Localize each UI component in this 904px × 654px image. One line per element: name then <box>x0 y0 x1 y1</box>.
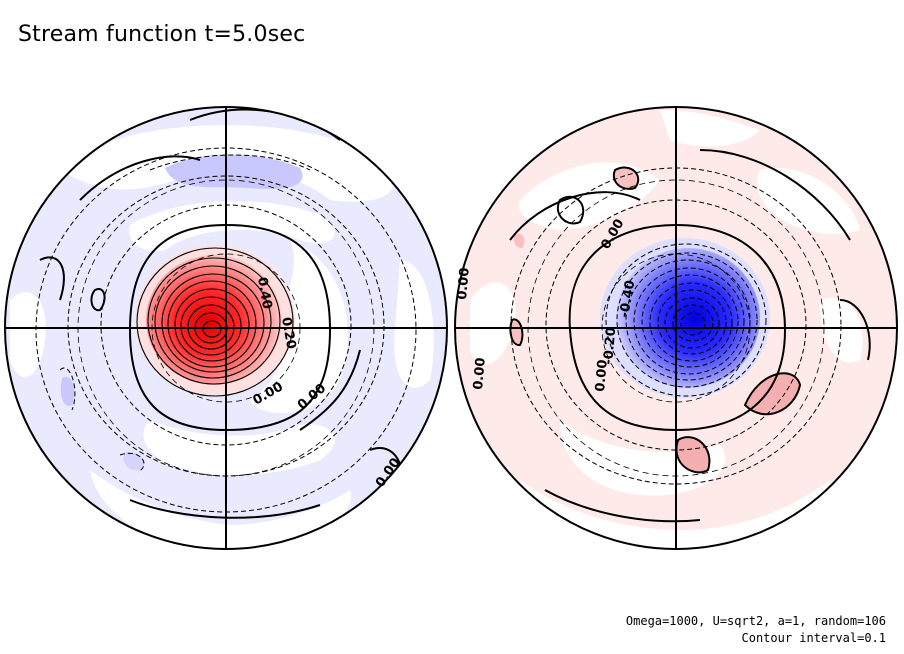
left-negative-patch <box>165 154 303 190</box>
right-zero-contours <box>509 149 871 523</box>
right-hemisphere: 0.00 0.00 -0.40 -0.20 0.00 0.00 <box>454 106 898 550</box>
right-contour-label-3: -0.20 <box>601 327 619 366</box>
right-positive-patch <box>745 373 800 415</box>
left-contour-label-0: 0.40 <box>254 276 274 310</box>
right-vortex-contours <box>605 243 767 397</box>
figure-title: Stream function t=5.0sec <box>18 22 306 47</box>
parameters-note: Omega=1000, U=sqrt2, a=1, random=106 <box>625 614 886 628</box>
left-hemisphere: 0.40 0.20 0.00 0.00 0.00 <box>4 106 448 550</box>
left-contour-label-1: 0.20 <box>278 316 298 350</box>
right-contour-label-1: 0.00 <box>455 267 473 300</box>
right-contour-label-4: 0.00 <box>593 359 611 392</box>
right-contour-label-5: 0.00 <box>471 357 489 390</box>
right-contour-label-2: -0.40 <box>617 279 638 319</box>
contour-interval-note: Contour interval=0.1 <box>741 631 887 645</box>
left-vortex-contours <box>136 247 294 397</box>
